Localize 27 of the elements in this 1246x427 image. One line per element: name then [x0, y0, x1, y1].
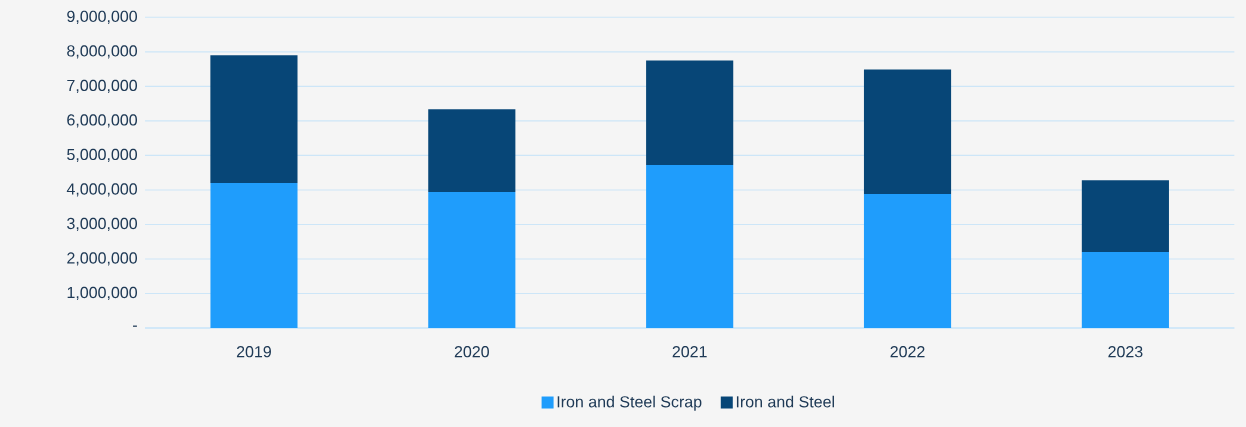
x-tick-label: 2019: [236, 346, 271, 358]
x-tick-label: 2022: [890, 346, 925, 358]
y-tick-label: 1,000,000: [67, 286, 138, 301]
bar: [646, 60, 734, 166]
bar: [646, 165, 734, 328]
bar: [428, 109, 516, 192]
bar: [210, 55, 298, 184]
bar: [428, 191, 516, 328]
bar: [863, 194, 952, 328]
y-tick-label: 9,000,000: [67, 10, 138, 24]
x-tick-label: 2020: [454, 346, 489, 358]
bar: [863, 69, 952, 195]
y-tick-label: 5,000,000: [67, 148, 138, 163]
y-tick-label: 2,000,000: [67, 252, 138, 266]
y-tick-label: 3,000,000: [67, 217, 138, 232]
y-tick-label: 4,000,000: [66, 183, 138, 197]
y-tick-label: 8,000,000: [67, 45, 138, 59]
bar: [1081, 180, 1169, 253]
y-tick-label: -: [133, 325, 137, 327]
y-tick-label: 6,000,000: [67, 114, 138, 128]
legend-label: Iron and Steel Scrap: [557, 395, 702, 411]
x-tick-label: 2021: [672, 346, 707, 358]
y-tick-label: 7,000,000: [67, 79, 138, 93]
bar: [210, 183, 298, 328]
x-tick-label: 2023: [1108, 346, 1143, 358]
legend-label: Iron and Steel: [736, 395, 834, 408]
bar: [1081, 252, 1169, 328]
